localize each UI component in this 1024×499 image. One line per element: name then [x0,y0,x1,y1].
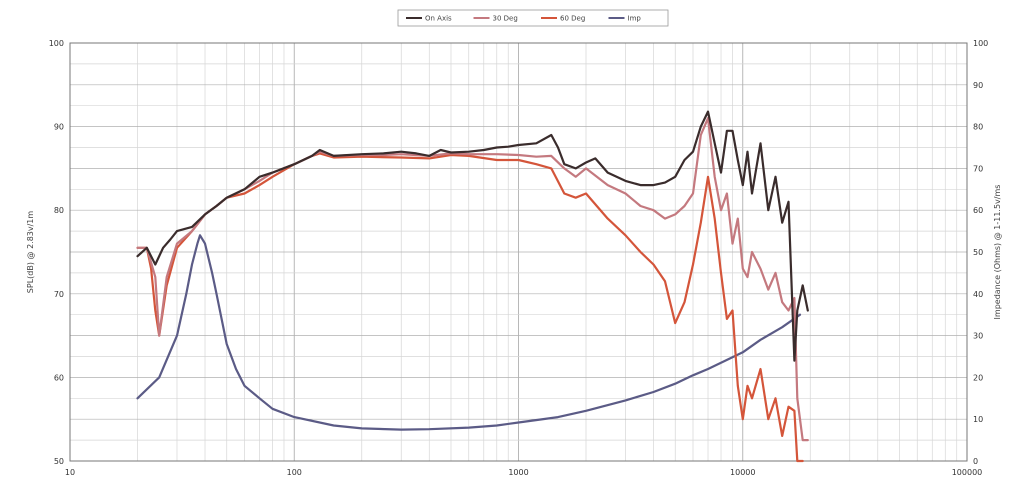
y-tick-label-right: 60 [973,206,983,215]
y-tick-label-right: 50 [973,248,983,257]
series-line-on-axis [136,110,809,362]
x-tick-label: 100 [287,468,302,477]
y-axis-title-right: Impedance (Ohms) @ 1-11.5v/ms [993,185,1002,320]
series-line-imp [136,234,802,431]
legend-items: On Axis 30 Deg 60 Deg Imp [406,15,641,23]
chart-legend: On Axis 30 Deg 60 Deg Imp [397,9,669,27]
series-line-30-deg [136,117,809,442]
x-tick-label: 1000 [508,468,528,477]
y-tick-label-left: 60 [54,373,64,382]
y-tick-label-right: 0 [973,457,978,466]
series-layer [136,110,809,463]
legend-box [397,9,669,27]
y-tick-label-right: 20 [973,373,983,382]
x-tick-label: 10 [65,468,75,477]
x-tick-label: 100000 [952,468,983,477]
series-line-60-deg [136,152,804,463]
y-tick-label-left: 100 [49,39,64,48]
y-tick-label-right: 90 [973,81,983,90]
y-tick-label-left: 70 [54,290,64,299]
x-tick-label: 10000 [730,468,755,477]
legend-label: 60 Deg [560,15,585,23]
plot-frame [69,42,968,462]
y-tick-label-right: 70 [973,164,983,173]
tick-labels: 10 100 1000 10000 10000050607080901000102030… [49,39,989,477]
legend-label: On Axis [425,15,452,23]
legend-label: 30 Deg [493,15,518,23]
y-tick-label-left: 90 [54,123,64,132]
legend-label: Imp [628,15,642,23]
y-tick-label-right: 10 [973,415,983,424]
y-tick-label-left: 50 [54,457,64,466]
y-tick-label-right: 80 [973,123,983,132]
y-tick-label-right: 40 [973,290,983,299]
y-axis-title-left: SPL(dB) @ 2.83v/1m [26,211,35,294]
y-tick-label-left: 80 [54,206,64,215]
y-tick-label-right: 30 [973,332,983,341]
chart-grid [69,42,967,462]
y-tick-label-right: 100 [973,39,988,48]
